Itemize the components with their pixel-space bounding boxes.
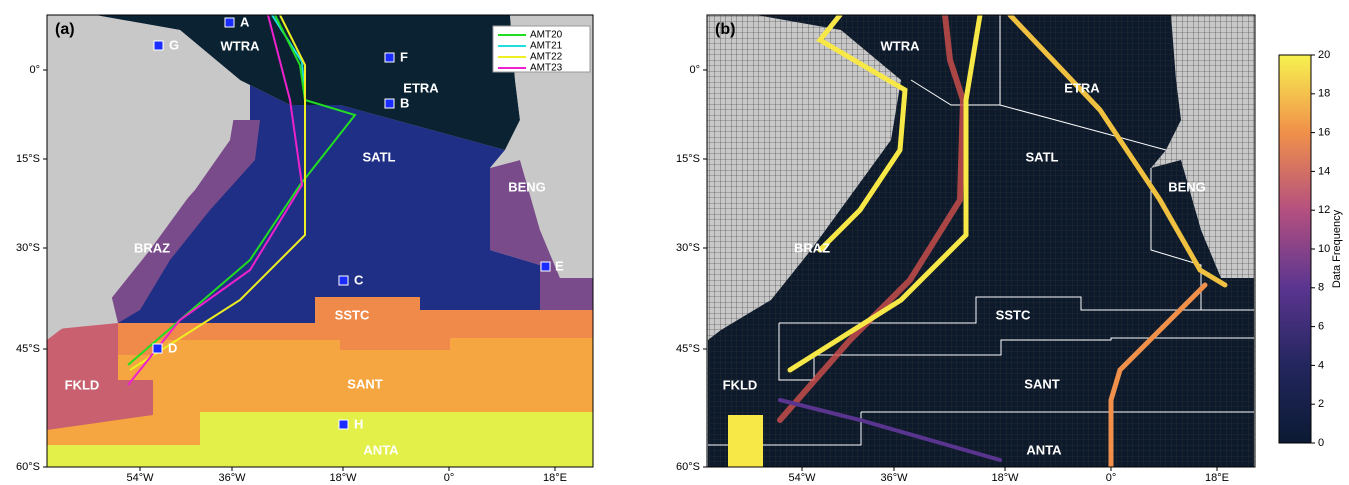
y-tick-label: 0° xyxy=(29,64,40,76)
x-tick-label: 18°E xyxy=(1205,472,1229,484)
province-label: SSTC xyxy=(996,307,1031,322)
y-tick-label: 15°S xyxy=(16,153,40,165)
province-label: BRAZ xyxy=(134,240,170,255)
y-tick-label: 30°S xyxy=(16,242,40,254)
station-label: B xyxy=(400,95,409,110)
province-label: WTRA xyxy=(221,38,261,53)
y-tick-label: 0° xyxy=(689,64,700,76)
province-label: SANT xyxy=(347,376,382,391)
y-tick-label: 45°S xyxy=(676,343,700,355)
province-label: ANTA xyxy=(1026,442,1062,457)
x-tick-label: 18°W xyxy=(991,472,1019,484)
province-label: ETRA xyxy=(1064,80,1100,95)
colorbar-tick-label: 14 xyxy=(1318,165,1330,177)
province-label: SATL xyxy=(363,149,396,164)
x-tick-label: 36°W xyxy=(218,472,246,484)
x-tick-label: 36°W xyxy=(880,472,908,484)
colorbar-tick-label: 8 xyxy=(1318,282,1324,294)
map-b xyxy=(707,15,1255,467)
colorbar-tick-label: 0 xyxy=(1318,437,1324,449)
station-label: H xyxy=(354,416,363,431)
province-label: BRAZ xyxy=(794,240,830,255)
colorbar-tick-label: 20 xyxy=(1318,49,1330,61)
x-tick-label: 54°W xyxy=(126,472,154,484)
y-tick-label: 60°S xyxy=(16,461,40,473)
station-label: E xyxy=(555,258,564,273)
colorbar-tick-label: 2 xyxy=(1318,398,1324,410)
y-tick-label: 45°S xyxy=(16,343,40,355)
x-tick-label: 18°W xyxy=(329,472,357,484)
x-tick-label: 18°E xyxy=(543,472,567,484)
colorbar-tick-label: 18 xyxy=(1318,88,1330,100)
station-label: G xyxy=(169,37,179,52)
station-label: C xyxy=(354,272,364,287)
province-label: FKLD xyxy=(723,377,758,392)
map-a xyxy=(47,15,593,467)
legend-label: AMT22 xyxy=(530,52,563,63)
colorbar-label: Data Frequency xyxy=(1331,209,1343,288)
province-label: ETRA xyxy=(403,80,439,95)
legend xyxy=(492,25,591,73)
station-label: F xyxy=(400,49,408,64)
province-label: ANTA xyxy=(363,442,399,457)
y-tick-label: 30°S xyxy=(676,242,700,254)
province-label: SANT xyxy=(1024,376,1059,391)
colorbar-tick-label: 6 xyxy=(1318,321,1324,333)
colorbar xyxy=(1278,54,1312,444)
colorbar-tick-label: 16 xyxy=(1318,127,1330,139)
x-tick-label: 0° xyxy=(444,472,455,484)
province-label: FKLD xyxy=(65,377,100,392)
legend-label: AMT20 xyxy=(530,30,563,41)
colorbar-tick-label: 10 xyxy=(1318,243,1330,255)
panel-label: (b) xyxy=(715,21,735,38)
province-label: WTRA xyxy=(881,38,921,53)
colorbar-tick-label: 4 xyxy=(1318,359,1324,371)
panel-label: (a) xyxy=(55,21,75,38)
province-label: BENG xyxy=(508,179,546,194)
x-tick-label: 0° xyxy=(1106,472,1117,484)
station-label: A xyxy=(240,14,250,29)
station-label: D xyxy=(168,340,177,355)
province-label: SATL xyxy=(1026,149,1059,164)
y-tick-label: 15°S xyxy=(676,153,700,165)
province-label: BENG xyxy=(1168,179,1206,194)
province-label: SSTC xyxy=(335,307,370,322)
legend-label: AMT21 xyxy=(530,41,563,52)
colorbar-tick-label: 12 xyxy=(1318,204,1330,216)
legend-label: AMT23 xyxy=(530,63,563,74)
x-tick-label: 54°W xyxy=(788,472,816,484)
y-tick-label: 60°S xyxy=(676,461,700,473)
